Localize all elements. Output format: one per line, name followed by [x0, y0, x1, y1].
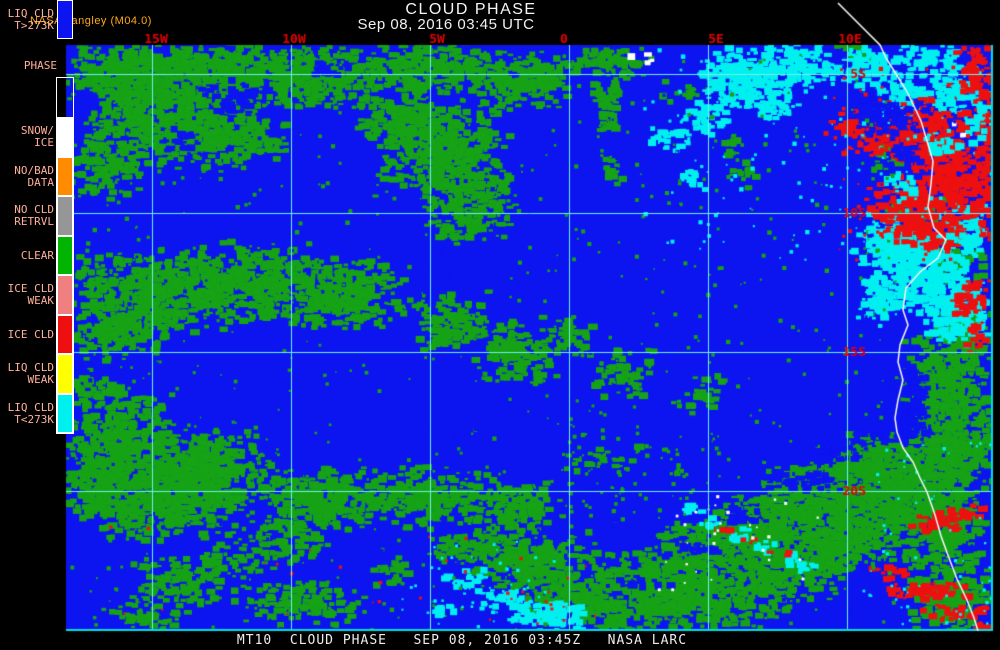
legend-swatch [57, 157, 73, 196]
timestamp-text: Sep 08, 2016 03:45 UTC [357, 16, 535, 33]
legend-swatch [57, 354, 73, 394]
page-title: CLOUD PHASE [405, 1, 537, 18]
legend-label: CLEAR [20, 248, 54, 262]
credit-text: NASA Langley (M04.0) [30, 15, 152, 27]
phase-legend: PHASE SNOW/ICE NO/BAD DATA NO CLD RETRVL C… [0, 0, 75, 650]
legend-label: ICE CLD WEAK [7, 282, 54, 307]
legend-label: NO/BAD DATA [14, 163, 54, 189]
legend-row-liq-cld-cold: LIQ CLD T<273K [0, 394, 75, 433]
legend-row-clear: CLEAR [0, 236, 75, 275]
legend-row-no-cld-retrvl: NO CLD RETRVL [0, 196, 75, 236]
legend-title: PHASE [23, 59, 57, 72]
legend-swatch [57, 394, 73, 433]
legend-row-snow-ice: SNOW/ICE [0, 117, 75, 157]
legend-label: LIQ CLD T>273K [7, 6, 54, 32]
legend-label: LIQ CLD T<273K [7, 400, 54, 426]
footer-status-text: MT10 CLOUD PHASE SEP 08, 2016 03:45Z NAS… [236, 633, 688, 648]
legend-row-liq-cld-weak: LIQ CLD WEAK [0, 354, 75, 394]
legend-label: SNOW/ICE [20, 124, 54, 149]
legend-swatch [57, 315, 73, 354]
legend-swatch [57, 275, 73, 315]
legend-swatch [57, 236, 73, 275]
legend-row-liq-cld-warm: LIQ CLD T>273K [0, 0, 75, 39]
legend-label: LIQ CLD WEAK [7, 361, 54, 386]
legend-swatch [57, 196, 73, 236]
legend-row-ice-cld-weak: ICE CLD WEAK [0, 275, 75, 315]
legend-swatch [57, 117, 73, 157]
legend-row-ice-cld: ICE CLD [0, 315, 75, 354]
legend-row-no-bad-data: NO/BAD DATA [0, 157, 75, 196]
legend-label: NO CLD RETRVL [14, 203, 54, 228]
legend-label: ICE CLD [7, 327, 54, 341]
legend-swatch [57, 0, 73, 39]
